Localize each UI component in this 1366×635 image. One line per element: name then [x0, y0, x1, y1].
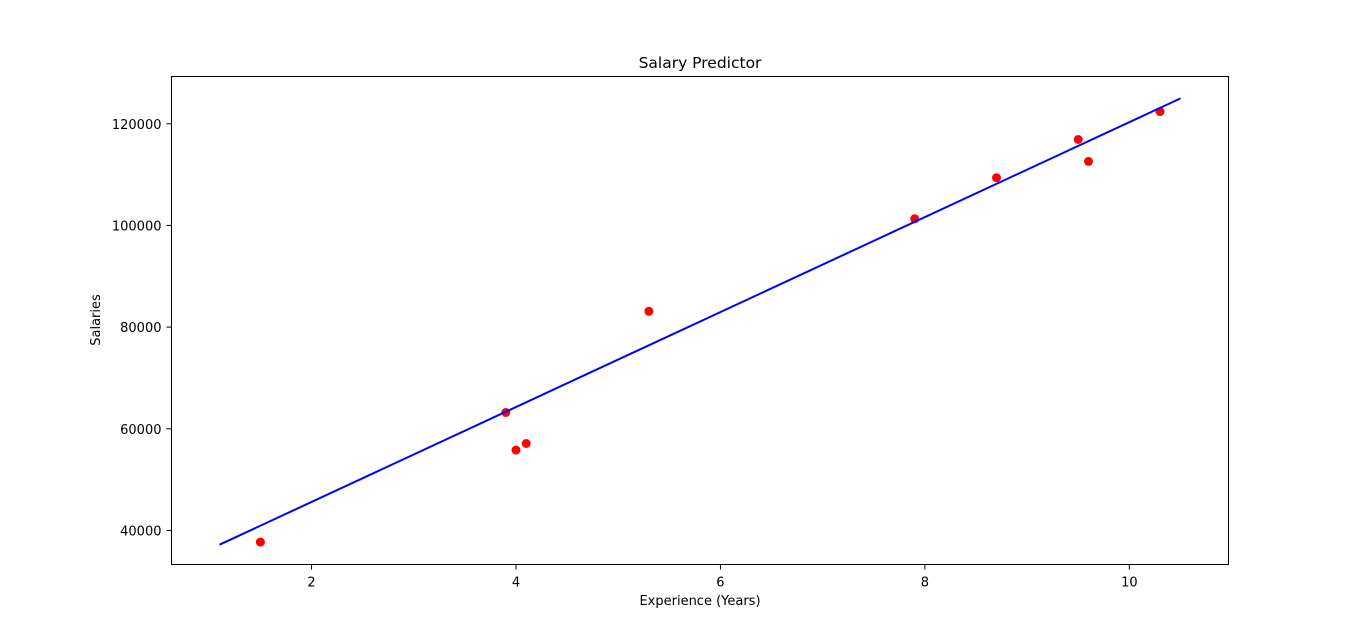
x-tick-label: 4 — [512, 576, 520, 591]
data-point — [1073, 135, 1083, 144]
y-tick-label: 40000 — [120, 524, 161, 539]
y-tick-label: 100000 — [112, 219, 162, 234]
data-point — [644, 306, 654, 316]
x-tick-label: 6 — [716, 576, 724, 591]
y-tick-label: 60000 — [120, 423, 161, 438]
chart-title: Salary Predictor — [639, 54, 762, 72]
data-point — [1084, 156, 1093, 166]
regression-line — [219, 97, 1181, 546]
x-tick-label: 2 — [307, 576, 315, 591]
x-tick-label: 8 — [921, 576, 929, 591]
y-tick-label: 80000 — [120, 321, 161, 336]
y-axis-ticks: 40000 60000 80000 100000 120000 — [112, 118, 172, 539]
x-axis-label: Experience (Years) — [639, 594, 760, 609]
data-point — [511, 445, 521, 455]
x-axis-ticks: 2 4 6 8 10 — [307, 564, 1138, 591]
data-point — [992, 173, 1001, 183]
data-point — [521, 439, 531, 448]
data-point — [255, 537, 265, 547]
y-axis-label: Salaries — [89, 294, 104, 346]
y-tick-label: 120000 — [112, 118, 162, 133]
axes-frame — [171, 76, 1229, 565]
x-tick-label: 10 — [1121, 576, 1138, 591]
plot-area — [219, 97, 1181, 547]
